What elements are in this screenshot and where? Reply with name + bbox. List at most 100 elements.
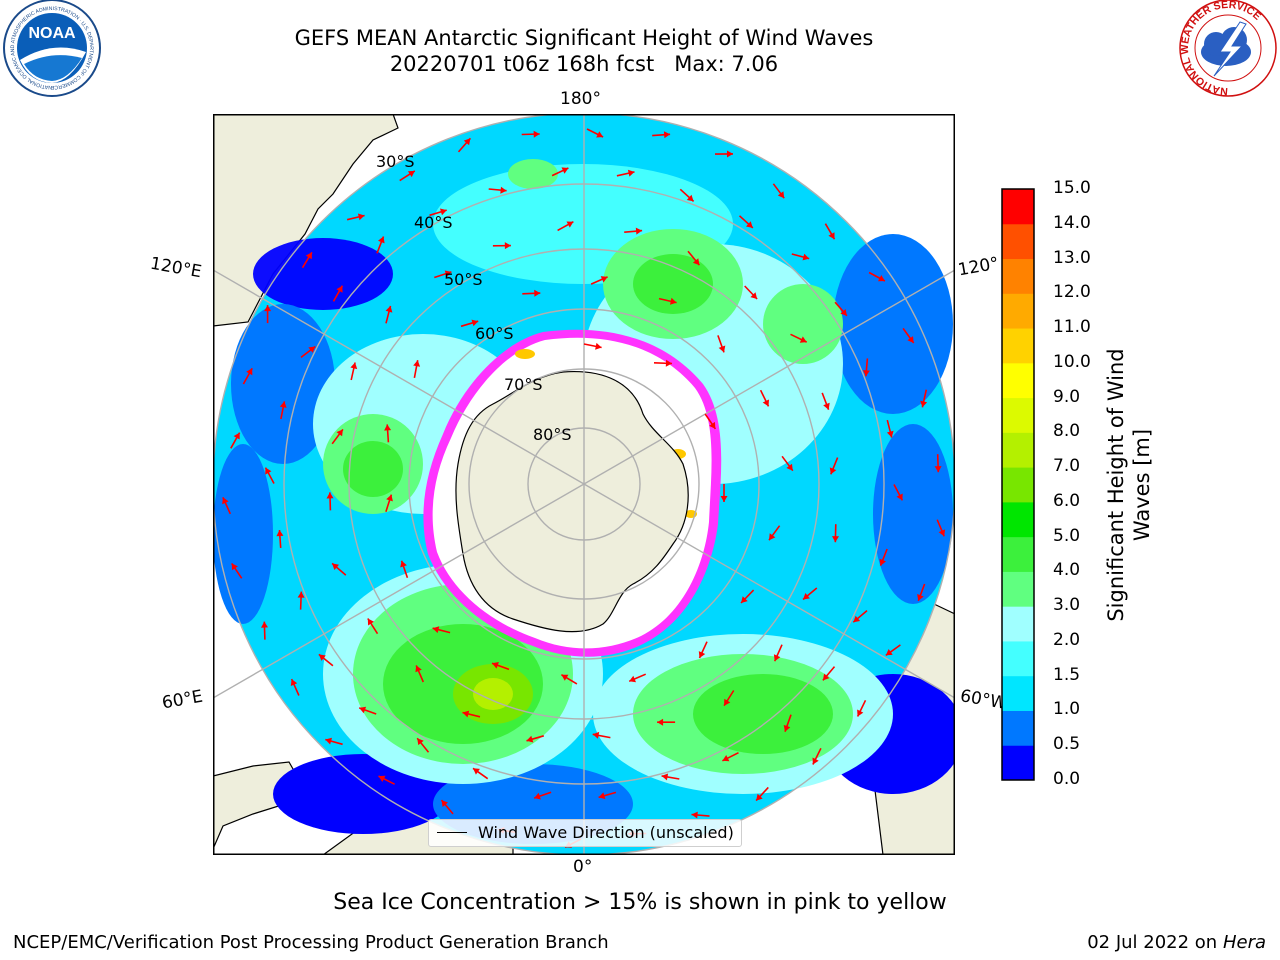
wave-direction-arrow-head xyxy=(878,275,885,282)
wave-direction-arrow-head xyxy=(691,811,698,819)
wave-direction-arrow-head xyxy=(786,463,793,471)
wave-direction-arrow-head xyxy=(746,221,753,228)
wave-direction-arrow-head xyxy=(350,362,358,370)
lat-label-60s: 60°S xyxy=(475,324,514,343)
wave-direction-arrow-head xyxy=(934,466,942,473)
wave-direction-arrow-head xyxy=(326,492,334,499)
wave-direction-arrow-head xyxy=(724,698,731,706)
wave-direction-arrow-head xyxy=(718,345,726,353)
wave-direction-arrow-head xyxy=(663,131,671,139)
map-title: GEFS MEAN Antarctic Significant Height o… xyxy=(294,26,874,50)
lon-label-120w: 120° xyxy=(956,253,1001,281)
wave-direction-arrow-head xyxy=(629,675,636,683)
wave-direction-arrow-head xyxy=(777,191,785,199)
wave-direction-arrow-head xyxy=(473,768,480,775)
wave-direction-arrow-head xyxy=(246,368,253,376)
colorbar-tick: 9.0 xyxy=(1053,386,1081,407)
wave-direction-arrow-head xyxy=(534,289,541,297)
wave-direction-arrow-head xyxy=(305,252,312,260)
wave-direction-arrow-head xyxy=(463,138,471,146)
wave-direction-arrow-head xyxy=(504,242,511,250)
wave-direction-arrow-head xyxy=(261,621,268,628)
colorbar-tick: 4.0 xyxy=(1053,560,1081,581)
wave-direction-arrow-head xyxy=(413,360,421,367)
legend-line-sample xyxy=(437,832,467,833)
wave-direction-arrow-head xyxy=(440,208,447,216)
noaa-logo-text: NOAA xyxy=(28,25,76,42)
colorbar-segment xyxy=(1002,606,1034,642)
colorbar xyxy=(1001,188,1035,781)
wave-direction-arrow-head xyxy=(709,421,716,429)
wave-direction-arrow-head xyxy=(938,529,946,537)
wave-direction-arrow-head xyxy=(722,755,730,762)
wave-direction-arrow-head xyxy=(592,731,600,739)
wave-direction-arrow-head xyxy=(812,757,819,765)
wave-direction-arrow-head xyxy=(378,236,385,244)
colorbar-segment xyxy=(1002,710,1034,746)
wave-direction-arrow-head xyxy=(407,170,415,178)
wave-direction-arrow-head xyxy=(378,775,386,782)
wave-direction-arrow-head xyxy=(741,596,748,603)
wave-direction-arrow-head xyxy=(598,792,606,800)
wave-direction-arrow-head xyxy=(417,738,424,746)
wave-direction-arrow-head xyxy=(325,737,332,745)
wave-direction-arrow-head xyxy=(526,735,534,743)
colorbar-tick: 1.5 xyxy=(1053,664,1081,685)
wave-direction-arrow-head xyxy=(661,773,669,781)
sea-ice-note: Sea Ice Concentration > 15% is shown in … xyxy=(333,890,947,915)
wave-direction-arrow-head xyxy=(823,402,830,410)
wave-direction-arrow-head xyxy=(441,800,448,807)
run-host: Hera xyxy=(1222,932,1266,953)
colorbar-segment xyxy=(1002,501,1034,538)
wave-direction-arrow-head xyxy=(657,718,664,726)
colorbar-tick: 0.5 xyxy=(1053,734,1081,755)
wave-direction-arrow-head xyxy=(829,467,837,475)
wind-wave-arrows xyxy=(222,128,946,849)
wave-direction-arrow-head xyxy=(600,276,608,283)
wave-direction-arrow-head xyxy=(840,309,847,316)
wave-direction-arrow-head xyxy=(857,709,864,717)
colorbar-tick: 10.0 xyxy=(1053,351,1091,372)
wave-direction-arrow-head xyxy=(862,370,870,377)
polar-map[interactable] xyxy=(213,114,955,855)
wave-direction-arrow-head xyxy=(783,724,791,732)
wave-direction-arrow-head xyxy=(670,297,677,305)
wave-direction-arrow-head xyxy=(297,591,305,598)
colorbar-segment xyxy=(1002,258,1034,294)
wave-direction-arrow-head xyxy=(920,400,928,408)
legend-label: Wind Wave Direction (unscaled) xyxy=(478,823,734,842)
colorbar-segment xyxy=(1002,362,1034,399)
wave-direction-arrow-head xyxy=(336,429,343,437)
wave-direction-arrow-head xyxy=(886,430,894,438)
producer-credit: NCEP/EMC/Verification Post Processing Pr… xyxy=(13,932,609,953)
colorbar-segment xyxy=(1002,467,1034,503)
wave-direction-arrow-head xyxy=(233,432,240,440)
colorbar-segment xyxy=(1002,640,1034,677)
noaa-logo: NOAA NATIONAL OCEANIC AND ATMOSPHERIC AD… xyxy=(3,0,101,97)
wave-direction-arrow-head xyxy=(432,626,440,634)
colorbar-tick: 6.0 xyxy=(1053,490,1081,511)
map-legend: Wind Wave Direction (unscaled) xyxy=(428,819,742,847)
wave-direction-arrow-head xyxy=(290,679,298,686)
wave-direction-arrow-head xyxy=(561,674,569,681)
run-date: 02 Jul 2022 on xyxy=(1087,932,1218,953)
wave-direction-arrow-head xyxy=(799,336,807,343)
wave-direction-arrow-head xyxy=(462,710,470,718)
wave-direction-arrow-head xyxy=(750,292,758,299)
lat-label-30s: 30°S xyxy=(376,152,415,171)
colorbar-segment xyxy=(1002,745,1034,781)
wave-direction-arrow-head xyxy=(756,793,763,801)
wave-direction-arrow-head xyxy=(534,792,541,800)
map-frame xyxy=(213,114,955,855)
nws-logo: NATIONAL WEATHER SERVICE xyxy=(1179,0,1277,97)
wave-direction-arrow-head xyxy=(762,399,769,407)
wave-direction-arrow-head xyxy=(444,270,452,278)
wave-direction-arrow-head xyxy=(686,194,694,202)
wave-direction-arrow-head xyxy=(415,665,422,673)
colorbar-tick: 3.0 xyxy=(1053,595,1081,616)
colorbar-segment xyxy=(1002,536,1034,572)
wave-direction-arrow-head xyxy=(279,401,287,408)
wave-direction-arrow-head xyxy=(492,662,499,669)
colorbar-tick: 11.0 xyxy=(1053,317,1091,338)
wave-direction-arrow-head xyxy=(698,651,706,658)
